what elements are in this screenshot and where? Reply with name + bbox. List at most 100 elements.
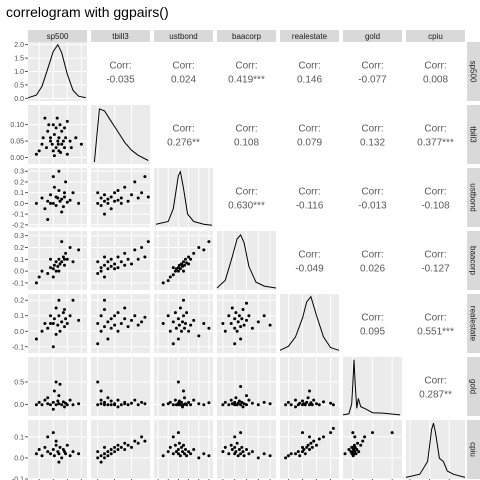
corr-label: Corr: [361,124,383,135]
scatter-point [113,267,117,271]
scatter-point [54,260,58,264]
scatter-point [103,445,106,449]
scatter-point [37,448,41,451]
scatter-point [51,149,55,153]
scatter-point [126,257,130,261]
scatter-point [133,314,137,318]
scatter-point [65,119,69,123]
scatter-point [47,123,51,127]
y-tick-label: 0.0 [14,402,24,409]
scatter-point [176,380,180,384]
scatter-point [240,400,244,404]
row-strip-label-baacorp: baacorp [469,246,478,275]
scatter-point [113,191,117,195]
scatter-point [119,322,123,325]
row-strip-label-realestate: realestate [469,306,478,342]
density-curve-baacorp [216,233,277,289]
scatter-point [371,431,374,435]
scatter-point [250,326,254,330]
y-tick-label: 0.0 [14,329,24,336]
scatter-point [63,405,66,409]
scatter-point [64,251,68,255]
corr-value: -0.077 [358,75,387,86]
scatter-point [171,435,175,439]
scatter-point [99,266,103,270]
panel-gold-sp500 [28,357,87,416]
scatter-point [239,403,243,407]
panel-cpiu-ustbond [154,420,213,479]
scatter-point [229,443,233,447]
scatter-point [180,445,183,449]
scatter-point [37,149,41,153]
scatter-point [51,407,55,411]
corr-label: Corr: [424,187,446,198]
scatter-point [202,322,206,325]
scatter-point [58,329,62,333]
scatter-point [45,146,48,150]
scatter-point [58,123,62,127]
row-strip-gold [467,357,480,416]
scatter-point [56,264,60,268]
scatter-point [351,431,355,435]
scatter-point [106,267,110,271]
scatter-point [143,175,147,179]
scatter-point [183,452,186,456]
corr-label: Corr: [109,61,131,72]
scatter-point [315,402,318,406]
scatter-point [43,398,47,402]
corr-value: -0.035 [106,75,135,86]
scatter-point [113,199,117,203]
corr-label: Corr: [424,61,446,72]
scatter-point [236,454,240,458]
scatter-point [289,452,293,456]
scatter-point [133,248,137,252]
scatter-point [221,403,225,407]
column-strip-label-ustbond: ustbond [169,32,197,41]
scatter-point [242,323,246,327]
scatter-point [99,398,103,402]
column-strip-label-cpiu: cpiu [428,32,443,41]
scatter-point [143,255,147,259]
scatter-point [363,435,367,439]
corr-panel-tbill3-cpiu [406,105,465,164]
scatter-point [161,403,165,407]
scatter-point [96,322,100,325]
scatter-point [57,402,61,406]
corr-panel-ustbond-gold [343,168,402,227]
corr-value: 0.551*** [417,327,454,338]
scatter-point [161,322,165,325]
scatter-point [197,402,201,406]
panel-realestate-realestate [280,294,339,353]
scatter-point [123,263,127,267]
scatter-point [123,306,127,310]
y-tick-label: 0.1 [14,190,24,197]
scatter-point [113,450,117,454]
scatter-point [60,210,64,214]
scatter-point [109,317,113,321]
scatter-point [56,142,60,146]
y-tick-label: 0.1 [14,313,24,320]
scatter-point [65,257,69,261]
scatter-point [123,251,127,255]
corr-value: -0.116 [296,201,324,212]
scatter-point [234,450,238,454]
scatter-point [51,345,55,349]
scatter-point [96,342,100,346]
scatter-point [51,267,55,271]
scatter-point [146,240,150,244]
scatter-point [52,454,56,458]
scatter-point [119,403,123,407]
corr-label: Corr: [361,61,383,72]
scatter-point [57,394,61,398]
scatter-point [136,403,140,407]
scatter-point [176,317,180,321]
scatter-point [103,193,106,197]
scatter-point [109,264,113,268]
scatter-point [221,322,225,325]
scatter-point [109,403,113,407]
scatter-point [68,139,72,143]
y-tick-label: 2.0 [14,42,24,49]
scatter-point [317,403,321,407]
scatter-point [103,456,106,460]
scatter-point [143,402,147,406]
